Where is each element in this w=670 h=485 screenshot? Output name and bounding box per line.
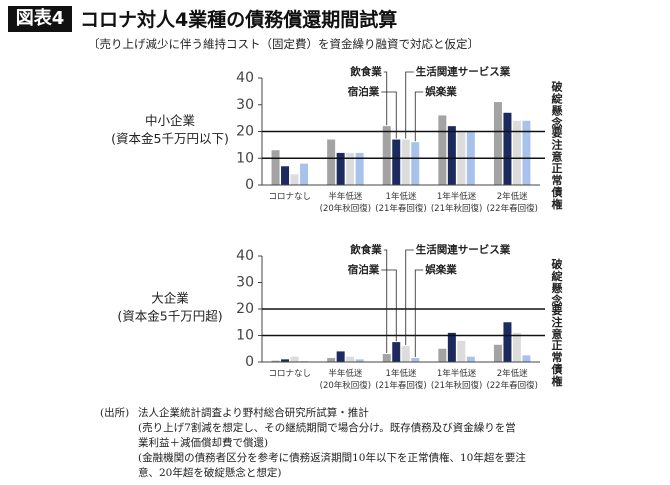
leader-line (405, 249, 414, 346)
x-tick-label: コロナなし (268, 192, 312, 202)
series-callout: 宿泊業 (348, 263, 380, 276)
x-tick-label: 1年低迷 (21年春回復) (375, 369, 427, 391)
x-tick-label: 1年半低迷 (21年秋回復) (430, 192, 483, 214)
series-callout: 飲食業 (349, 243, 382, 256)
bar (355, 152, 364, 185)
bar (336, 351, 345, 362)
bar (466, 356, 475, 362)
y-tick-label: 40 (236, 248, 254, 264)
bar (355, 359, 364, 362)
source-label: (出所) (100, 407, 130, 419)
bar (493, 344, 502, 362)
notes: (出所) 法人企業統計調査より野村総合研究所試算・推計 (売り上げ7割減を想定し、… (100, 406, 526, 481)
bar (290, 174, 299, 185)
zone-label: 要注意 (550, 127, 563, 163)
leader-line (383, 249, 388, 354)
note-line: 業利益＋減価償却費で償還) (138, 437, 269, 449)
bar (300, 163, 309, 185)
x-tick-label: 1年低迷 (21年春回復) (375, 192, 427, 214)
bar (447, 126, 456, 185)
y-tick-label: 30 (236, 275, 254, 291)
x-tick-label: コロナなし (268, 369, 312, 379)
x-tick-label: 2年低迷 (22年春回復) (486, 369, 538, 391)
bar (438, 115, 447, 185)
series-callout: 娯楽業 (425, 85, 457, 98)
bar (522, 355, 531, 362)
bar (503, 322, 512, 362)
bar (346, 152, 355, 185)
bar (382, 126, 391, 185)
zone-label: 正常債権 (550, 339, 564, 387)
series-callout: 飲食業 (349, 65, 382, 78)
bar (512, 120, 521, 185)
bar (382, 354, 391, 362)
bar (271, 360, 280, 362)
bar (392, 342, 401, 362)
zone-label: 破綻懸念 (550, 257, 564, 306)
y-tick-label: 0 (245, 354, 254, 370)
y-tick-label: 0 (245, 177, 254, 193)
bar (271, 150, 280, 185)
note-line: 意、20年超を破綻懸念と想定) (138, 467, 282, 479)
bar (447, 332, 456, 362)
leader-line (414, 269, 424, 358)
bar (336, 152, 345, 185)
chart-title: 大企業 (151, 291, 189, 306)
bar (503, 112, 512, 185)
chart-subtitle: (資本金5千万円超) (117, 309, 222, 324)
bar (512, 332, 521, 362)
bar (411, 142, 420, 185)
zone-label: 要注意 (550, 304, 563, 340)
bar (411, 358, 420, 362)
bar (281, 166, 290, 185)
bar (327, 139, 336, 185)
x-tick-label: 1年半低迷 (21年秋回復) (430, 369, 483, 391)
bar (392, 139, 401, 185)
bar (281, 359, 290, 362)
bar (493, 102, 502, 185)
y-tick-label: 20 (236, 301, 254, 317)
bar (290, 356, 299, 362)
chart-subtitle: (資本金5千万円以下) (111, 131, 229, 146)
leader-line (381, 269, 397, 342)
bar (327, 358, 336, 362)
note-line: (売り上げ7割減を想定し、その継続期間で場合分け。既存債務及び資金繰りを営 (138, 422, 516, 434)
series-callout: 生活関連サービス業 (416, 243, 511, 256)
bar (438, 348, 447, 362)
bar (401, 346, 410, 362)
leader-line (405, 71, 414, 139)
leader-line (383, 71, 388, 126)
note-line: 法人企業統計調査より野村総合研究所試算・推計 (138, 407, 369, 419)
bar (346, 356, 355, 362)
chart-title: 中小企業 (145, 113, 196, 128)
leader-line (414, 91, 424, 142)
zone-label: 正常債権 (550, 162, 564, 210)
series-callout: 娯楽業 (425, 263, 457, 276)
y-tick-label: 30 (236, 97, 254, 113)
note-line: (金融機関の債務者区分を参考に債務返済期間10年以下を正常債権、10年超を要注 (138, 452, 526, 464)
bar (401, 139, 410, 185)
series-callout: 宿泊業 (348, 85, 380, 98)
figure-label: 図表4 (8, 6, 72, 32)
y-tick-label: 20 (236, 124, 254, 140)
x-tick-label: 半年低迷 (20年秋回復) (319, 369, 372, 391)
leader-line (381, 91, 397, 139)
y-tick-label: 10 (236, 150, 254, 166)
x-tick-label: 2年低迷 (22年春回復) (486, 192, 538, 214)
series-callout: 生活関連サービス業 (416, 65, 511, 78)
y-tick-label: 40 (236, 70, 254, 86)
page-subtitle: 〔売り上げ減少に伴う維持コスト（固定費）を資金繰り融資で対応と仮定〕 (88, 37, 479, 51)
y-tick-label: 10 (236, 328, 254, 344)
x-tick-label: 半年低迷 (20年秋回復) (319, 192, 372, 214)
zone-label: 破綻懸念 (550, 79, 564, 128)
page-title: コロナ対人4業種の債務償還期間試算 (80, 9, 398, 31)
bar (522, 120, 531, 185)
bar (457, 340, 466, 362)
